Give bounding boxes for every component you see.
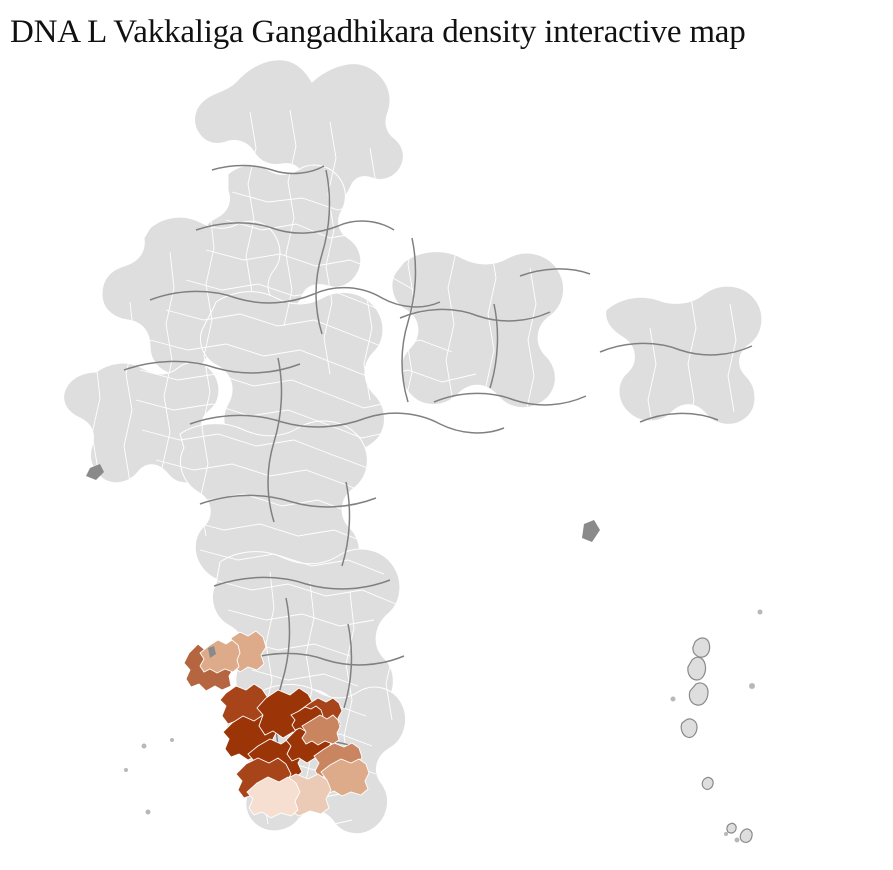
district-kodagu	[301, 714, 341, 746]
island-north-andaman	[692, 637, 711, 658]
lakshadweep-dot-1	[141, 743, 147, 749]
island-dot-4	[734, 837, 740, 843]
district-dakshina-kannada	[246, 776, 301, 819]
page-title: DNA L Vakkaliga Gangadhikara density int…	[10, 14, 746, 50]
andaman-nicobar-islands	[670, 609, 763, 843]
state-borders	[123, 164, 753, 763]
island-south-andaman	[688, 682, 709, 706]
island-dot-1	[749, 683, 755, 689]
island-dot-5	[724, 832, 728, 836]
island-car-nicobar	[701, 776, 714, 790]
region-northeast	[605, 285, 763, 425]
region-jammu-kashmir	[194, 59, 404, 203]
island-great-nicobar	[739, 828, 753, 843]
island-dot-3	[670, 696, 676, 702]
highlighted-districts[interactable]	[183, 630, 370, 819]
island-little-andaman	[680, 718, 698, 739]
accent-sundarbans	[582, 520, 600, 542]
interactive-map[interactable]	[0, 52, 893, 870]
lakshadweep-dot-2	[170, 738, 174, 742]
coastal-accents	[86, 464, 600, 658]
district-chitradurga	[199, 639, 241, 674]
accent-kutch	[86, 464, 104, 480]
island-middle-andaman	[687, 656, 707, 681]
region-east	[391, 251, 565, 409]
lakshadweep-dot-4	[124, 768, 128, 772]
island-nancowry	[726, 822, 737, 834]
map-shapes	[63, 59, 777, 835]
india-map-svg[interactable]	[0, 52, 893, 870]
accent-goa	[208, 646, 216, 658]
island-dot-2	[757, 609, 763, 615]
region-gujarat	[63, 361, 220, 484]
lakshadweep-islands	[124, 738, 174, 815]
lakshadweep-dot-3	[145, 809, 151, 815]
